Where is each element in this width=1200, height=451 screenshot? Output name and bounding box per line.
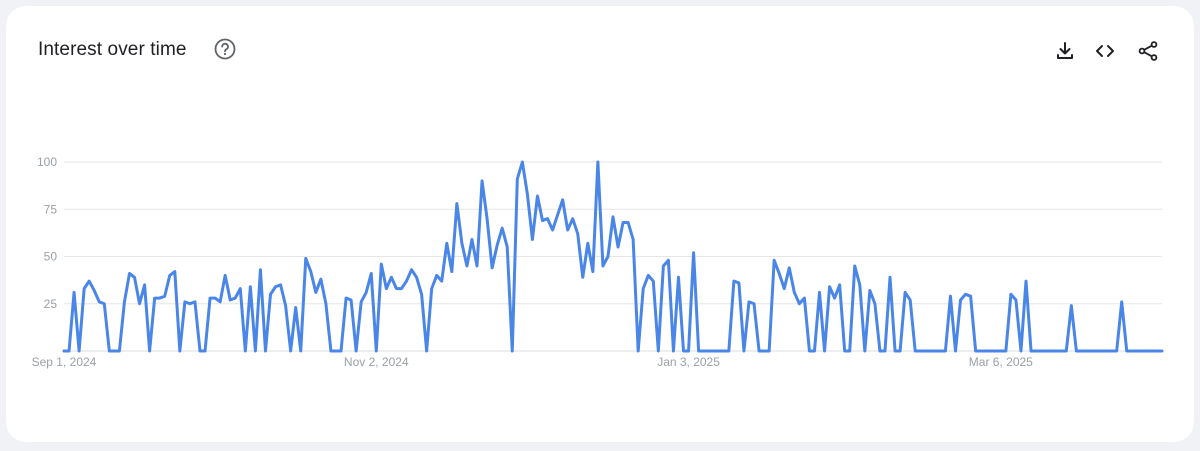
y-tick-label: 100 xyxy=(37,155,57,169)
x-tick-label: Jan 3, 2025 xyxy=(657,355,720,369)
embed-code-icon[interactable] xyxy=(1094,40,1116,62)
download-icon[interactable] xyxy=(1054,40,1076,62)
y-tick-label: 75 xyxy=(44,202,58,216)
help-circle-icon[interactable] xyxy=(214,38,236,60)
share-icon[interactable] xyxy=(1137,40,1159,62)
x-tick-label: Nov 2, 2024 xyxy=(344,355,409,369)
x-tick-label: Mar 6, 2025 xyxy=(969,355,1033,369)
series-line xyxy=(62,160,1164,353)
chart-title: Interest over time xyxy=(38,39,187,60)
y-tick-label: 25 xyxy=(44,297,58,311)
x-tick-label: Sep 1, 2024 xyxy=(32,355,97,369)
y-tick-label: 50 xyxy=(44,250,58,264)
